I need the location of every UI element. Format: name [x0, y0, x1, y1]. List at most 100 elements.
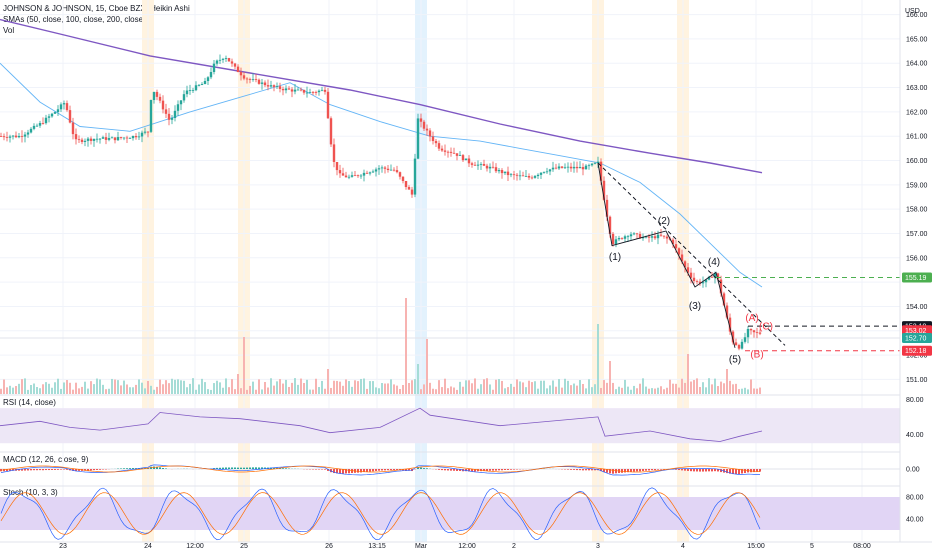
volume-bar — [330, 387, 332, 394]
volume-bar — [192, 378, 194, 394]
volume-bar — [66, 380, 68, 394]
volume-bar — [381, 383, 383, 394]
macd-hist-bar — [639, 469, 641, 472]
volume-bar — [144, 388, 146, 394]
volume-bar — [69, 382, 71, 394]
candle-body — [119, 137, 123, 138]
volume-bar — [135, 384, 137, 394]
price-tick-label: 166.00 — [906, 12, 928, 19]
macd-hist-bar — [594, 469, 596, 471]
time-tick-label: 26 — [325, 543, 333, 550]
volume-bar — [417, 364, 419, 394]
candle-body — [707, 276, 711, 280]
candle-body — [611, 233, 615, 244]
macd-hist-bar — [717, 469, 719, 472]
candle-body — [62, 103, 66, 105]
volume-bar — [456, 389, 458, 394]
volume-bar — [459, 381, 461, 394]
volume-bar — [258, 379, 260, 394]
candle-body — [125, 137, 129, 139]
volume-bar — [30, 384, 32, 394]
candle-body — [386, 168, 390, 171]
volume-bar — [717, 386, 719, 394]
volume-bar — [108, 388, 110, 394]
macd-hist-bar — [678, 469, 680, 471]
macd-hist-bar — [39, 469, 41, 471]
candle-body — [380, 167, 384, 169]
candle-body — [347, 176, 351, 178]
volume-bar — [72, 389, 74, 394]
candle-body — [467, 158, 471, 164]
volume-bar — [714, 378, 716, 394]
macd-hist-bar — [510, 469, 512, 470]
macd-hist-bar — [486, 469, 488, 472]
candle-body — [602, 180, 606, 200]
volume-bar — [351, 386, 353, 394]
macd-hist-bar — [579, 469, 581, 471]
volume-bars — [0, 298, 761, 394]
candle-body — [647, 236, 651, 238]
price-tag-label: 152.70 — [905, 336, 927, 343]
price-tick-label: 156.00 — [906, 255, 928, 262]
volume-bar — [750, 379, 752, 394]
volume-bar — [261, 389, 263, 394]
macd-hist-bar — [51, 469, 53, 470]
candle-body — [551, 167, 555, 170]
candle-body — [38, 123, 42, 126]
macd-hist-bar — [258, 467, 260, 469]
candle-body — [233, 63, 237, 67]
candle-body — [128, 138, 132, 139]
candle-body — [152, 91, 156, 101]
elliott-wave-drawing[interactable]: (1) (2) (3) (4) (5) (A) (B) (C) — [597, 162, 900, 365]
candle-body — [329, 118, 333, 145]
macd-hist-bar — [513, 469, 515, 470]
volume-bar — [564, 378, 566, 394]
candle-body — [170, 118, 174, 120]
time-tick-label: 12:00 — [186, 543, 204, 550]
volume-bar — [558, 379, 560, 394]
macd-hist-bar — [18, 469, 20, 471]
volume-bar — [555, 386, 557, 394]
candle-body — [293, 89, 297, 92]
volume-bar — [162, 384, 164, 394]
candle-body — [548, 169, 552, 172]
macd-hist-bar — [285, 468, 287, 469]
candle-body — [461, 155, 465, 161]
sma-legend[interactable]: SMAs (50, close, 100, close, 200, close) — [3, 15, 146, 24]
volume-legend[interactable]: Vol — [3, 26, 15, 35]
price-tick-label: 154.00 — [906, 304, 928, 311]
volume-bar — [132, 387, 134, 394]
volume-bar — [588, 379, 590, 394]
grid — [0, 0, 900, 542]
volume-bar — [18, 383, 20, 394]
volume-bar — [495, 379, 497, 394]
macd-hist-bar — [687, 469, 689, 471]
candle-body — [368, 172, 372, 174]
macd-hist-bar — [78, 469, 80, 471]
wave-label: (B) — [750, 350, 763, 361]
candle-body — [80, 139, 84, 142]
macd-hist-bar — [651, 469, 653, 471]
volume-bar — [171, 378, 173, 394]
volume-bar — [279, 379, 281, 394]
candle-body — [149, 100, 153, 132]
candle-body — [218, 59, 222, 61]
candle-body — [344, 175, 348, 178]
macd-hist-bar — [621, 469, 623, 473]
volume-bar — [483, 379, 485, 394]
volume-bar — [639, 383, 641, 394]
volume-bar — [309, 389, 311, 394]
candle-body — [299, 89, 303, 91]
candle-body — [74, 134, 78, 140]
rsi-label[interactable]: RSI (14, close) — [3, 398, 56, 407]
macd-label[interactable]: MACD (12, 26, close, 9) — [3, 455, 89, 464]
volume-bar — [300, 378, 302, 394]
candle-body — [383, 167, 387, 169]
volume-bar — [9, 385, 11, 394]
macd-hist-bar — [366, 469, 368, 472]
volume-bar — [177, 379, 179, 394]
volume-bar — [54, 382, 56, 394]
macd-hist-bar — [588, 469, 590, 471]
stoch-label[interactable]: Stoch (10, 3, 3) — [3, 488, 58, 497]
